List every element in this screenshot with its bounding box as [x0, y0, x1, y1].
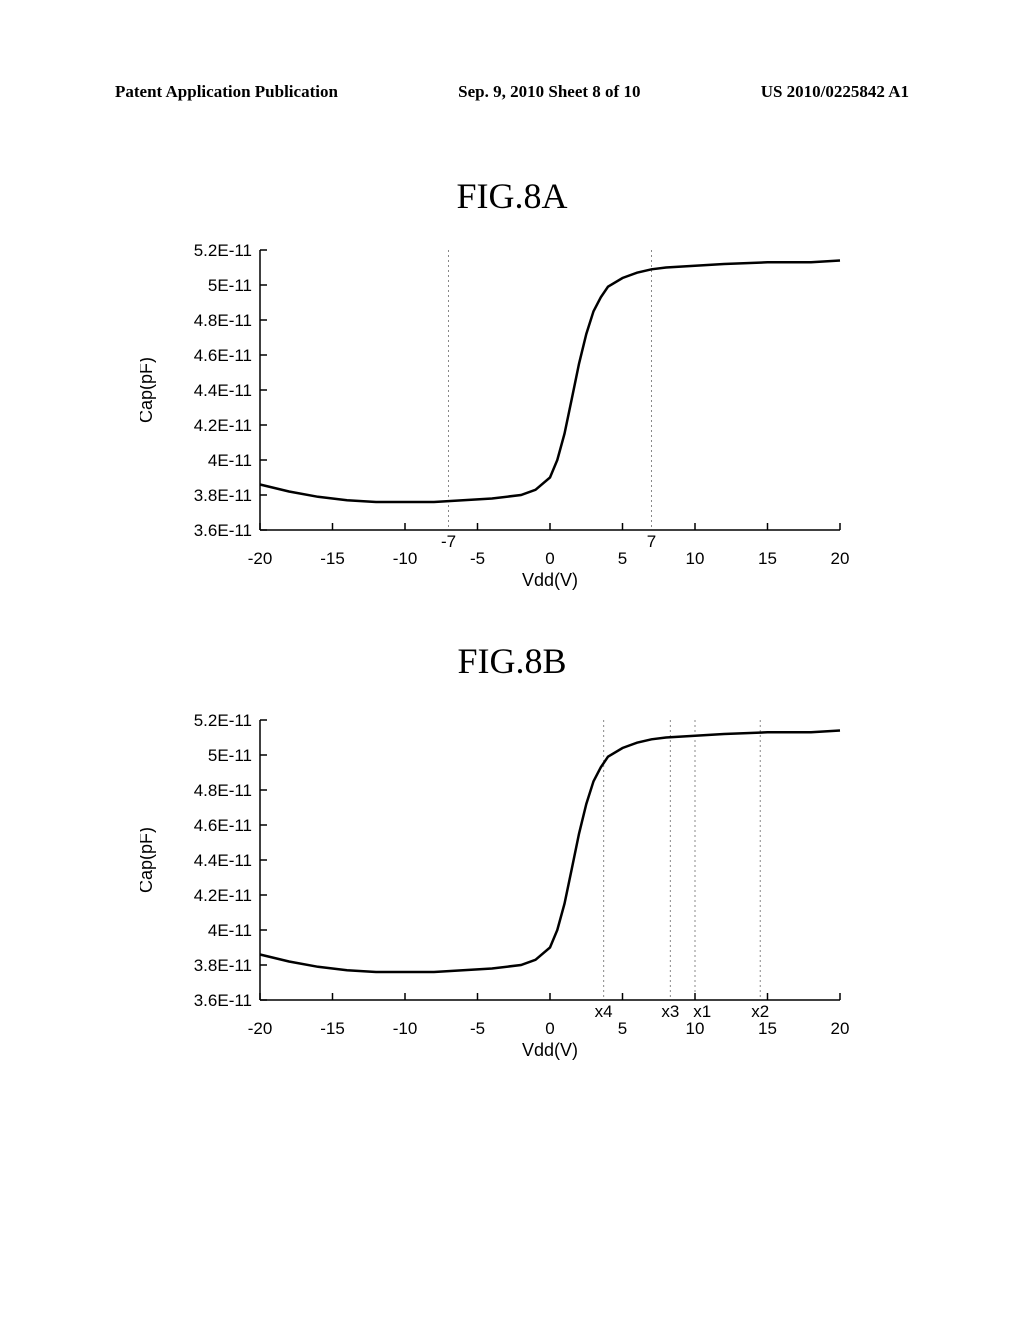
svg-text:0: 0 — [545, 549, 554, 568]
svg-text:-5: -5 — [470, 1019, 485, 1038]
svg-text:-10: -10 — [393, 549, 418, 568]
svg-text:Vdd(V): Vdd(V) — [522, 570, 578, 590]
figure-a-title: FIG.8A — [0, 175, 1024, 217]
svg-text:-15: -15 — [320, 549, 345, 568]
svg-text:-10: -10 — [393, 1019, 418, 1038]
svg-text:20: 20 — [831, 1019, 850, 1038]
svg-text:4E-11: 4E-11 — [208, 921, 252, 940]
svg-text:5E-11: 5E-11 — [208, 276, 252, 295]
svg-text:20: 20 — [831, 549, 850, 568]
svg-text:3.6E-11: 3.6E-11 — [194, 521, 252, 540]
svg-text:5E-11: 5E-11 — [208, 746, 252, 765]
figure-a-chart: 5.2E-11 5E-11 4.8E-11 4.6E-11 4.4E-11 4.2E-11… — [140, 230, 880, 605]
svg-text:-15: -15 — [320, 1019, 345, 1038]
svg-text:5: 5 — [618, 549, 627, 568]
svg-text:4.2E-11: 4.2E-11 — [194, 886, 252, 905]
svg-text:3.6E-11: 3.6E-11 — [194, 991, 252, 1010]
header-center: Sep. 9, 2010 Sheet 8 of 10 — [458, 82, 640, 102]
svg-text:4.8E-11: 4.8E-11 — [194, 781, 252, 800]
svg-text:Cap(pF): Cap(pF) — [140, 827, 156, 893]
svg-text:15: 15 — [758, 1019, 777, 1038]
svg-text:x4: x4 — [595, 1002, 613, 1021]
svg-text:4E-11: 4E-11 — [208, 451, 252, 470]
svg-text:4.4E-11: 4.4E-11 — [194, 381, 252, 400]
svg-text:x3: x3 — [661, 1002, 679, 1021]
svg-text:5: 5 — [618, 1019, 627, 1038]
svg-text:4.8E-11: 4.8E-11 — [194, 311, 252, 330]
svg-text:5.2E-11: 5.2E-11 — [194, 711, 252, 730]
svg-text:4.6E-11: 4.6E-11 — [194, 816, 252, 835]
header-left: Patent Application Publication — [115, 82, 338, 102]
svg-text:-7: -7 — [441, 532, 456, 551]
figure-b-chart: 5.2E-11 5E-11 4.8E-11 4.6E-11 4.4E-11 4.2E-11… — [140, 700, 880, 1075]
svg-text:0: 0 — [545, 1019, 554, 1038]
svg-text:3.8E-11: 3.8E-11 — [194, 486, 252, 505]
svg-text:-20: -20 — [248, 1019, 273, 1038]
svg-text:4.6E-11: 4.6E-11 — [194, 346, 252, 365]
svg-text:-5: -5 — [470, 549, 485, 568]
svg-text:Vdd(V): Vdd(V) — [522, 1040, 578, 1060]
svg-text:7: 7 — [647, 532, 656, 551]
figure-b-title: FIG.8B — [0, 640, 1024, 682]
svg-text:4.4E-11: 4.4E-11 — [194, 851, 252, 870]
svg-text:3.8E-11: 3.8E-11 — [194, 956, 252, 975]
svg-text:5.2E-11: 5.2E-11 — [194, 241, 252, 260]
svg-text:-20: -20 — [248, 549, 273, 568]
svg-text:x1: x1 — [693, 1002, 711, 1021]
svg-text:4.2E-11: 4.2E-11 — [194, 416, 252, 435]
svg-text:x2: x2 — [751, 1002, 769, 1021]
svg-text:10: 10 — [686, 549, 705, 568]
header-right: US 2010/0225842 A1 — [761, 82, 909, 102]
svg-text:15: 15 — [758, 549, 777, 568]
svg-text:10: 10 — [686, 1019, 705, 1038]
svg-text:Cap(pF): Cap(pF) — [140, 357, 156, 423]
